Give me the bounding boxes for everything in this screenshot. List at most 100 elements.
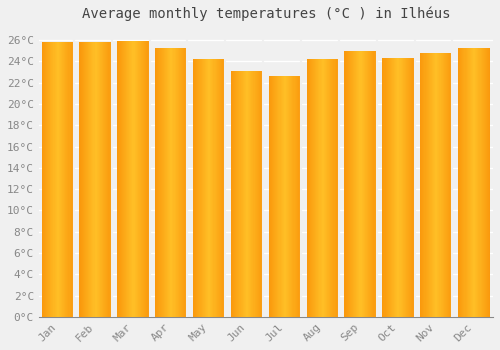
Bar (306, 60, 308, 317)
Bar (134, 41, 136, 317)
Bar (308, 60, 309, 317)
Bar (143, 41, 144, 317)
Bar (270, 76, 271, 317)
Bar (148, 41, 150, 317)
Bar (362, 51, 364, 317)
Bar (271, 76, 272, 317)
Bar (334, 60, 336, 317)
Bar (104, 42, 105, 317)
Bar (285, 76, 286, 317)
Bar (286, 76, 287, 317)
Bar (176, 48, 178, 317)
Bar (46, 42, 47, 317)
Bar (398, 58, 400, 317)
Bar (282, 76, 284, 317)
Bar (326, 60, 327, 317)
Bar (300, 76, 301, 317)
Bar (392, 58, 393, 317)
Bar (368, 51, 369, 317)
Bar (404, 58, 405, 317)
Bar (287, 76, 288, 317)
Bar (256, 71, 258, 317)
Bar (47, 42, 48, 317)
Bar (168, 48, 169, 317)
Bar (210, 60, 212, 317)
Bar (85, 42, 86, 317)
Bar (89, 42, 90, 317)
Bar (314, 60, 315, 317)
Bar (144, 41, 145, 317)
Bar (420, 53, 422, 317)
Bar (238, 71, 240, 317)
Bar (202, 60, 204, 317)
Bar (273, 76, 274, 317)
Bar (272, 76, 273, 317)
Bar (356, 51, 358, 317)
Bar (348, 51, 349, 317)
Bar (219, 60, 220, 317)
Bar (488, 48, 489, 317)
Bar (240, 71, 242, 317)
Bar (402, 58, 404, 317)
Bar (233, 71, 234, 317)
Bar (395, 58, 396, 317)
Bar (259, 71, 260, 317)
Bar (310, 60, 311, 317)
Bar (409, 58, 410, 317)
Bar (105, 42, 106, 317)
Bar (474, 48, 475, 317)
Bar (110, 42, 112, 317)
Bar (390, 58, 391, 317)
Bar (338, 60, 339, 317)
Bar (127, 41, 128, 317)
Bar (209, 60, 210, 317)
Bar (50, 42, 51, 317)
Bar (489, 48, 490, 317)
Bar (312, 60, 313, 317)
Title: Average monthly temperatures (°C ) in Ilhéus: Average monthly temperatures (°C ) in Il… (82, 7, 450, 21)
Bar (330, 60, 332, 317)
Bar (449, 53, 450, 317)
Bar (156, 48, 158, 317)
Bar (430, 53, 431, 317)
Bar (221, 60, 222, 317)
Bar (62, 42, 63, 317)
Bar (349, 51, 350, 317)
Bar (48, 42, 49, 317)
Bar (124, 41, 125, 317)
Bar (284, 76, 285, 317)
Bar (84, 42, 85, 317)
Bar (298, 76, 299, 317)
Bar (410, 58, 412, 317)
Bar (125, 41, 126, 317)
Bar (155, 48, 156, 317)
Bar (52, 42, 54, 317)
Bar (440, 53, 442, 317)
Bar (374, 51, 376, 317)
Bar (424, 53, 426, 317)
Bar (299, 76, 300, 317)
Bar (431, 53, 432, 317)
Bar (262, 71, 263, 317)
Bar (235, 71, 236, 317)
Bar (354, 51, 355, 317)
Bar (446, 53, 447, 317)
Bar (64, 42, 65, 317)
Bar (167, 48, 168, 317)
Bar (250, 71, 252, 317)
Bar (61, 42, 62, 317)
Bar (476, 48, 478, 317)
Bar (311, 60, 312, 317)
Bar (247, 71, 248, 317)
Bar (487, 48, 488, 317)
Bar (459, 48, 460, 317)
Bar (433, 53, 434, 317)
Bar (245, 71, 246, 317)
Bar (358, 51, 360, 317)
Bar (407, 58, 408, 317)
Bar (232, 71, 233, 317)
Bar (469, 48, 470, 317)
Bar (165, 48, 166, 317)
Bar (49, 42, 50, 317)
Bar (458, 48, 459, 317)
